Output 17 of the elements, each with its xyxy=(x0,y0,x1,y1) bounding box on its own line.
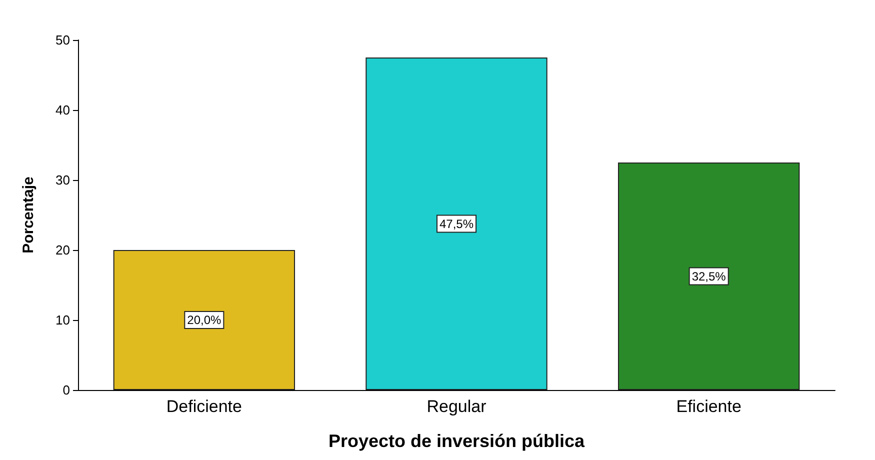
x-axis-title: Proyecto de inversión pública xyxy=(328,431,586,451)
y-tick-label: 0 xyxy=(62,382,70,398)
y-tick-label: 50 xyxy=(56,32,70,48)
x-tick-label: Deficiente xyxy=(166,397,242,416)
bar xyxy=(113,250,296,390)
data-label: 47,5% xyxy=(439,216,474,231)
bar xyxy=(618,162,800,390)
x-tick-label: Eficiente xyxy=(676,397,742,416)
x-tick-label: Regular xyxy=(426,397,487,416)
bar xyxy=(366,58,548,390)
y-tick-label: 40 xyxy=(56,102,70,118)
data-label: 20,0% xyxy=(187,313,222,327)
y-tick-label: 30 xyxy=(56,172,70,188)
y-tick-label: 20 xyxy=(56,242,70,258)
data-label: 32,5% xyxy=(692,269,726,284)
y-tick-label: 10 xyxy=(56,312,70,328)
y-axis-title: Porcentaje xyxy=(20,176,37,254)
